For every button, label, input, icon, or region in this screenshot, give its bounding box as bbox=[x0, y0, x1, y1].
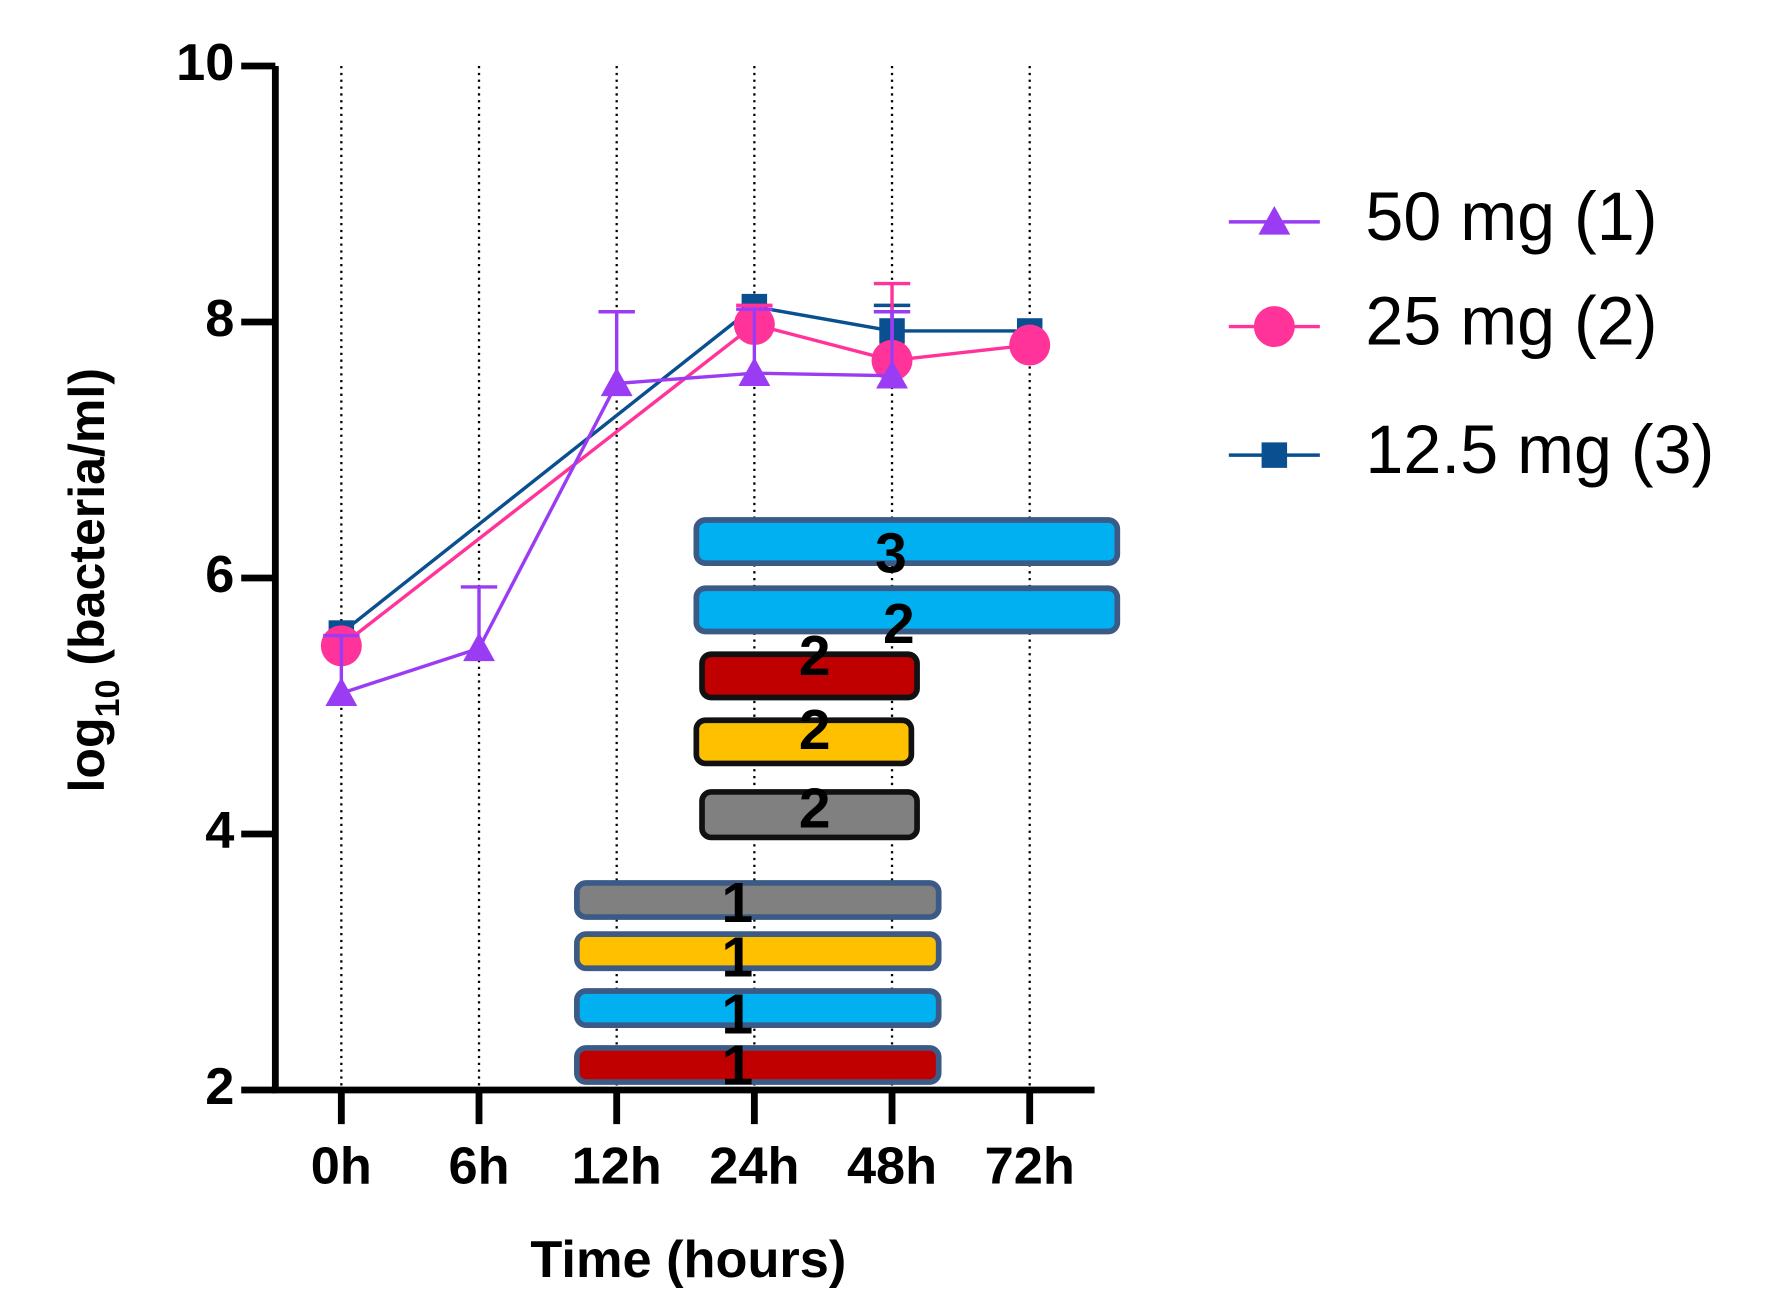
y-title-main: log bbox=[59, 717, 115, 792]
series-segment bbox=[892, 345, 1030, 360]
annotation-label: 3 bbox=[875, 522, 907, 586]
marker bbox=[1262, 442, 1287, 467]
x-tick-label: 0h bbox=[311, 1137, 372, 1195]
plot-root: log10 (bacteria/ml) Time (hours) 3222211… bbox=[59, 34, 1714, 1289]
y-tick-label: 10 bbox=[176, 34, 234, 92]
annotation-label: 1 bbox=[721, 925, 753, 989]
x-tick-label: 48h bbox=[847, 1137, 937, 1195]
series-segment bbox=[617, 373, 755, 383]
series-segment bbox=[341, 648, 479, 693]
series-segment bbox=[479, 383, 617, 648]
legend-label: 12.5 mg (3) bbox=[1365, 412, 1714, 488]
series-segment bbox=[754, 373, 892, 376]
page: log10 (bacteria/ml) Time (hours) 3222211… bbox=[0, 0, 1775, 1298]
x-tick-label: 72h bbox=[985, 1137, 1075, 1195]
annotation-box bbox=[577, 883, 939, 917]
marker bbox=[463, 632, 495, 661]
series-segment bbox=[341, 325, 754, 646]
annotation-label: 2 bbox=[883, 592, 915, 656]
series-segment bbox=[754, 325, 892, 361]
chart: log10 (bacteria/ml) Time (hours) 3222211… bbox=[0, 0, 1775, 1298]
marker bbox=[1254, 306, 1295, 347]
annotation-box bbox=[577, 991, 939, 1025]
y-tick-label: 2 bbox=[205, 1058, 234, 1116]
y-tick-label: 4 bbox=[205, 802, 234, 860]
y-title-sub: 10 bbox=[89, 680, 127, 718]
legend-label: 25 mg (2) bbox=[1365, 284, 1657, 360]
annotation-box bbox=[577, 934, 939, 968]
marker bbox=[738, 357, 770, 386]
x-tick-label: 6h bbox=[448, 1137, 509, 1195]
annotation-box bbox=[696, 520, 1117, 563]
annotation-box bbox=[577, 1048, 939, 1082]
series-segment bbox=[754, 307, 892, 331]
y-tick-label: 6 bbox=[205, 546, 234, 604]
x-tick-label: 12h bbox=[572, 1137, 662, 1195]
annotation-label: 2 bbox=[799, 776, 831, 840]
marker bbox=[325, 677, 357, 706]
annotation-label: 2 bbox=[799, 624, 831, 688]
x-tick-label: 24h bbox=[709, 1137, 799, 1195]
legend-label: 50 mg (1) bbox=[1365, 179, 1657, 255]
annotation-label: 2 bbox=[799, 698, 831, 762]
series-segment bbox=[341, 307, 754, 633]
y-axis-title: log10 (bacteria/ml) bbox=[59, 368, 127, 793]
x-axis-title: Time (hours) bbox=[530, 1231, 846, 1289]
y-tick-label: 8 bbox=[205, 290, 234, 348]
y-title-rest: (bacteria/ml) bbox=[59, 368, 115, 680]
marker bbox=[1009, 325, 1050, 366]
